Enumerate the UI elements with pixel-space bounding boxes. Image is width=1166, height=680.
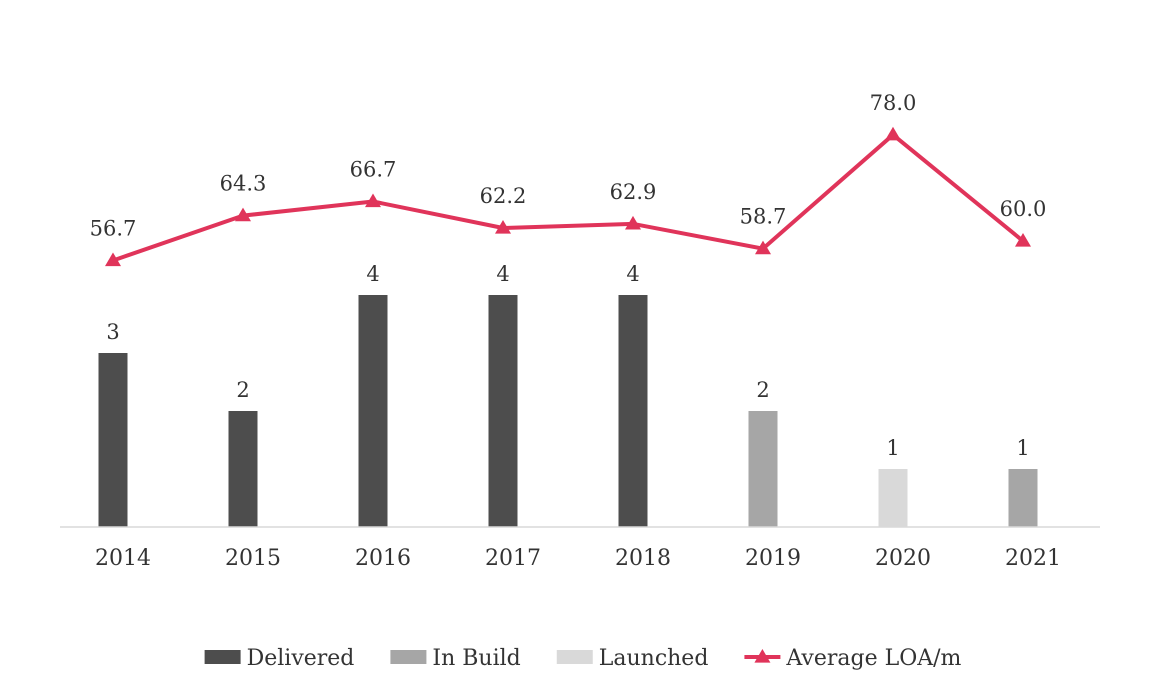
bar-delivered-2015 [228, 411, 258, 527]
line-value-label-2018: 62.9 [610, 180, 657, 204]
legend-label-average-loa-m: Average LOA/m [785, 646, 961, 671]
x-tick-label-2014: 2014 [95, 546, 151, 571]
line-marker-2021 [1015, 233, 1031, 247]
legend: Delivered In Build Launched Average LOA/m [204, 646, 962, 671]
bar-value-label-2019: 2 [756, 378, 769, 402]
x-tick-label-2018: 2018 [615, 546, 671, 571]
line-marker-2018 [625, 215, 641, 230]
x-tick-label-2016: 2016 [355, 546, 411, 571]
bar-in-build-2021 [1008, 469, 1038, 527]
line-value-label-2015: 64.3 [220, 172, 267, 196]
line-marker-2014 [105, 252, 121, 267]
bar-value-label-2018: 4 [626, 262, 639, 286]
line-marker-2016 [365, 193, 381, 208]
x-tick-label-2021: 2021 [1005, 546, 1061, 571]
bar-delivered-2017 [488, 295, 518, 527]
legend-swatch-in-build [390, 650, 427, 664]
bar-value-label-2021: 1 [1016, 436, 1029, 460]
bar-value-label-2014: 3 [106, 320, 119, 344]
line-value-label-2019: 58.7 [740, 205, 787, 229]
bar-value-label-2017: 4 [496, 262, 509, 286]
bar-launched-2020 [878, 469, 908, 527]
bar-delivered-2016 [358, 295, 388, 527]
bar-value-label-2016: 4 [366, 262, 379, 286]
line-value-label-2017: 62.2 [480, 184, 527, 208]
legend-swatch-delivered [204, 650, 241, 664]
line-marker-2019 [755, 240, 771, 255]
bar-delivered-2014 [98, 353, 128, 527]
legend-marker-average-loa-m [754, 649, 771, 663]
line-value-label-2014: 56.7 [90, 216, 137, 240]
line-value-label-2021: 60.0 [1000, 197, 1047, 221]
line-marker-2015 [235, 207, 251, 222]
line-value-label-2016: 66.7 [350, 157, 397, 181]
x-tick-label-2015: 2015 [225, 546, 281, 571]
bars-layer [98, 295, 1038, 527]
legend-label-delivered: Delivered [247, 646, 355, 671]
x-tick-label-2017: 2017 [485, 546, 541, 571]
line-value-label-2020: 78.0 [870, 91, 917, 115]
line-marker-2017 [495, 220, 511, 234]
legend-swatch-launched [556, 650, 593, 664]
bar-delivered-2018 [618, 295, 648, 527]
x-tick-label-2020: 2020 [875, 546, 931, 571]
line-average-loa-m [112, 132, 1025, 263]
x-tick-label-2019: 2019 [745, 546, 801, 571]
bar-value-label-2015: 2 [236, 378, 249, 402]
legend-label-launched: Launched [599, 646, 709, 671]
bar-value-label-2020: 1 [886, 436, 899, 460]
legend-label-in-build: In Build [432, 646, 520, 671]
x-tick-labels: 2014 2015 2016 2017 2018 2019 2020 2021 [95, 546, 1061, 571]
line-layer [105, 126, 1031, 267]
labels-layer: 3 2 4 4 4 2 1 1 56.7 64.3 66.7 62.2 62.9 58.7 78.0 60.0 [90, 91, 1047, 460]
bar-in-build-2019 [748, 411, 778, 527]
line-marker-2020 [885, 126, 901, 141]
